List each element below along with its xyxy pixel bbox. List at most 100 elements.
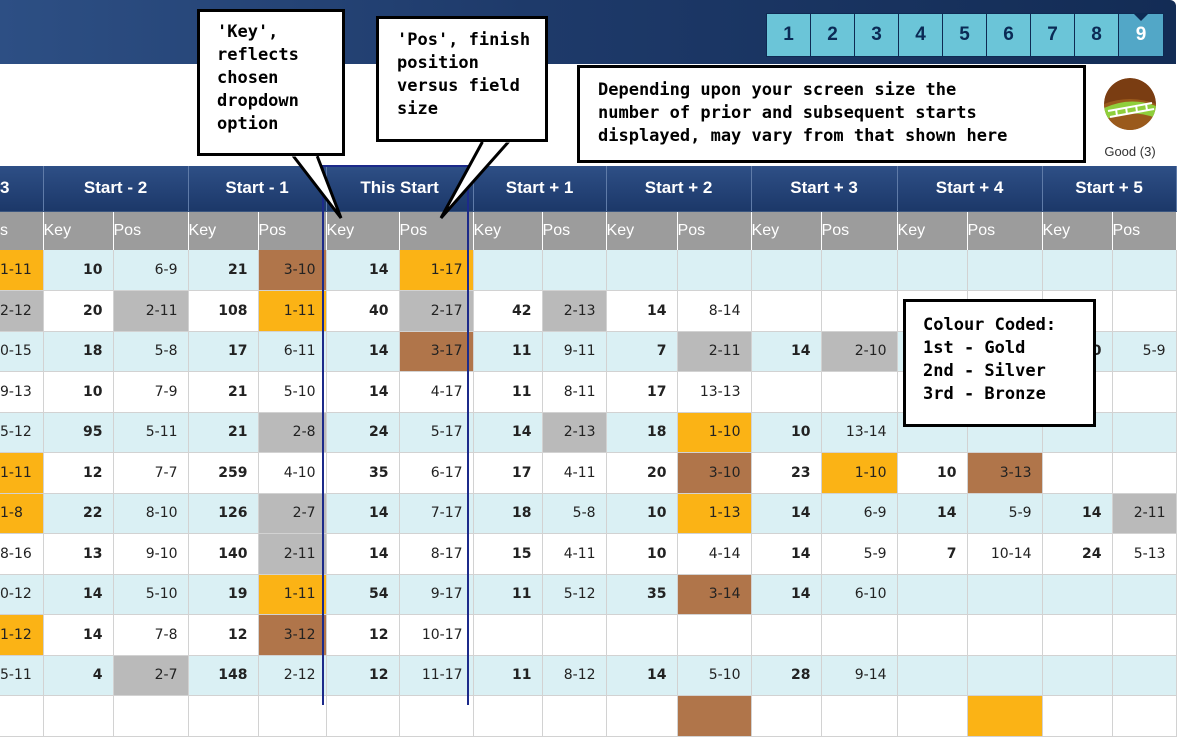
pos-cell: 3-13 (967, 452, 1043, 494)
race-tab-7[interactable]: 7 (1031, 14, 1075, 56)
pos-column-header[interactable]: Pos (821, 211, 898, 250)
pos-cell: 6-10 (821, 574, 898, 615)
key-cell: 12 (326, 655, 400, 696)
start-header-2: Start - 1 (188, 166, 327, 212)
key-cell: 40 (326, 290, 400, 332)
pos-cell: 1-10 (677, 412, 752, 453)
pos-column-header[interactable]: Pos (1112, 211, 1177, 250)
pos-cell: 4-11 (542, 452, 607, 494)
key-cell: 12 (326, 614, 400, 656)
pos-cell: 9-11 (542, 331, 607, 372)
pos-cell (821, 290, 898, 332)
pos-cell: 5-13 (1112, 533, 1177, 575)
pos-column-header[interactable]: Pos (677, 211, 752, 250)
key-cell: 12 (43, 452, 114, 494)
pos-cell: 2-11 (1112, 493, 1177, 534)
race-tab-2[interactable]: 2 (811, 14, 855, 56)
pos-cell: 6-9 (821, 493, 898, 534)
key-cell: 14 (43, 614, 114, 656)
key-cell: 13 (43, 533, 114, 575)
race-tab-6[interactable]: 6 (987, 14, 1031, 56)
key-column-header[interactable]: Key (188, 211, 259, 250)
key-cell: 17 (473, 452, 543, 494)
key-cell: 21 (188, 412, 259, 453)
race-tab-4[interactable]: 4 (899, 14, 943, 56)
turf-going-icon (1104, 78, 1156, 130)
pos-cell: 3-14 (677, 574, 752, 615)
race-tab-5[interactable]: 5 (943, 14, 987, 56)
start-header-8: Start + 5 (1042, 166, 1177, 212)
going-label: Good (3) (1104, 144, 1156, 159)
key-cell: 140 (188, 533, 259, 575)
key-cell: 28 (751, 655, 822, 696)
pos-cell: 5-17 (399, 412, 474, 453)
key-callout-line: option (217, 114, 279, 134)
pos-cell: 9-10 (113, 533, 189, 575)
pos-cell: 5-11 (0, 655, 44, 696)
race-tab-1[interactable]: 1 (767, 14, 811, 56)
key-cell (1042, 574, 1113, 615)
pos-cell: 8-11 (542, 371, 607, 413)
start-header-6: Start + 3 (751, 166, 898, 212)
pos-cell (677, 250, 752, 291)
pos-cell: 1-8 (0, 493, 44, 534)
key-callout: 'Key', reflects chosen dropdown option (197, 9, 345, 156)
key-cell (897, 655, 968, 696)
pos-cell: 9-14 (821, 655, 898, 696)
key-callout-line: 'Key', (217, 22, 279, 42)
table-row: 1-8 22 8-10 126 2-7 14 7-17 18 5-8 10 1-13 14 6-9 14 5… (0, 493, 1177, 534)
key-column-header[interactable]: Key (43, 211, 114, 250)
pos-column-header[interactable]: Pos (113, 211, 189, 250)
pos-cell: 1-11 (258, 574, 327, 615)
going-indicator[interactable]: Good (3) (1094, 78, 1166, 159)
key-column-header[interactable]: Key (606, 211, 678, 250)
pos-cell: 2-12 (0, 290, 44, 332)
key-cell: 18 (43, 331, 114, 372)
key-cell: 14 (606, 290, 678, 332)
pos-cell (1112, 574, 1177, 615)
key-cell: 10 (43, 371, 114, 413)
key-column-header[interactable]: Key (897, 211, 968, 250)
pos-column-header[interactable]: Pos (399, 211, 474, 250)
table-row: 5-11 4 2-7 148 2-12 12 11-17 11 8-12 14 5-10 28 9-14 (0, 655, 1177, 696)
key-column-header[interactable]: Key (326, 211, 400, 250)
key-cell: 4 (43, 655, 114, 696)
pos-cell: 5-12 (542, 574, 607, 615)
pos-cell: 7-17 (399, 493, 474, 534)
race-tab-9[interactable]: 9 (1119, 14, 1163, 56)
pos-cell: 6-9 (113, 250, 189, 291)
pos-column-header[interactable]: Pos (258, 211, 327, 250)
colour-callout-line: 1st - Gold (923, 338, 1026, 358)
pos-cell: 1-12 (0, 614, 44, 656)
pos-column-header[interactable]: s (0, 211, 44, 250)
pos-cell (1112, 250, 1177, 291)
screen-callout-line: displayed, may vary from that shown here (598, 126, 1008, 146)
table-row: 5-12 95 5-11 21 2-8 24 5-17 14 2-13 18 1-10 10 13-14 (0, 412, 1177, 453)
start-header-7: Start + 4 (897, 166, 1043, 212)
pos-cell: 2-11 (677, 331, 752, 372)
pos-cell: 7-9 (113, 371, 189, 413)
key-cell: 7 (606, 331, 678, 372)
pos-cell: 5-8 (542, 493, 607, 534)
pos-cell: 7-8 (113, 614, 189, 656)
pos-cell: 5-8 (113, 331, 189, 372)
key-cell: 12 (188, 614, 259, 656)
key-column-header[interactable]: Key (1042, 211, 1113, 250)
key-cell: 21 (188, 371, 259, 413)
key-callout-line: dropdown (217, 91, 299, 111)
key-cell: 10 (751, 412, 822, 453)
key-cell: 14 (326, 371, 400, 413)
pos-column-header[interactable]: Pos (967, 211, 1043, 250)
start-header-row: 3 Start - 2 Start - 1 This Start Start + 1 St… (0, 166, 1177, 212)
key-cell: 14 (43, 574, 114, 615)
pos-cell: 7-7 (113, 452, 189, 494)
pos-cell: 2-17 (399, 290, 474, 332)
race-tab-8[interactable]: 8 (1075, 14, 1119, 56)
key-cell (1042, 452, 1113, 494)
race-tab-3[interactable]: 3 (855, 14, 899, 56)
key-column-header[interactable]: Key (751, 211, 822, 250)
key-column-header[interactable]: Key (473, 211, 543, 250)
pos-column-header[interactable]: Pos (542, 211, 607, 250)
pos-cell: 4-14 (677, 533, 752, 575)
